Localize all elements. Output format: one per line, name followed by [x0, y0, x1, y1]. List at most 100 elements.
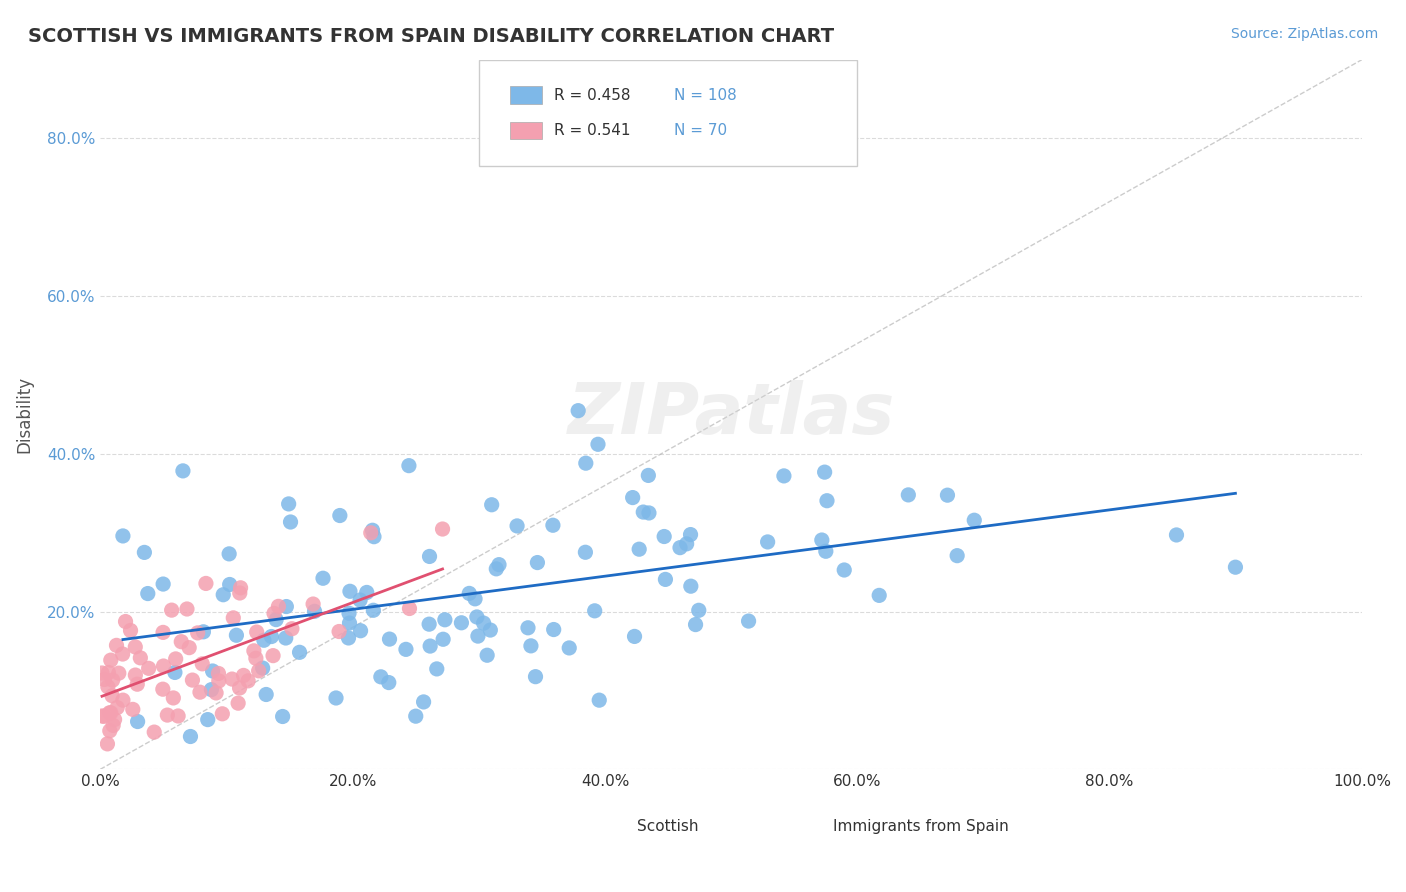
Text: SCOTTISH VS IMMIGRANTS FROM SPAIN DISABILITY CORRELATION CHART: SCOTTISH VS IMMIGRANTS FROM SPAIN DISABI…: [28, 27, 834, 45]
Point: [111, 529, 134, 543]
Point: [737, 614, 759, 628]
Point: [152, 659, 174, 673]
Point: [574, 545, 596, 559]
Point: [465, 610, 488, 624]
Point: [637, 468, 659, 483]
Point: [815, 493, 838, 508]
Point: [124, 668, 146, 682]
Point: [191, 657, 214, 671]
Point: [207, 666, 229, 681]
Point: [93, 709, 115, 723]
Point: [669, 541, 692, 555]
Point: [162, 690, 184, 705]
Point: [107, 666, 129, 681]
Point: [201, 664, 224, 678]
Point: [432, 632, 454, 647]
Point: [485, 562, 508, 576]
Point: [205, 686, 228, 700]
Point: [247, 664, 270, 678]
Point: [464, 591, 486, 606]
Point: [472, 616, 495, 631]
Point: [101, 718, 124, 732]
Point: [378, 675, 401, 690]
Point: [756, 535, 779, 549]
Point: [120, 624, 142, 638]
Point: [963, 513, 986, 527]
Point: [526, 556, 548, 570]
Text: ZIPatlas: ZIPatlas: [568, 380, 894, 449]
Point: [325, 690, 347, 705]
Point: [339, 584, 361, 599]
Point: [267, 599, 290, 614]
Point: [370, 670, 392, 684]
Point: [356, 585, 378, 599]
Point: [170, 634, 193, 648]
Point: [567, 403, 589, 417]
Point: [575, 456, 598, 470]
Point: [111, 647, 134, 661]
Point: [103, 713, 125, 727]
Point: [520, 639, 543, 653]
Point: [181, 673, 204, 687]
Point: [194, 576, 217, 591]
Point: [541, 518, 564, 533]
Point: [688, 603, 710, 617]
Point: [127, 677, 149, 691]
Point: [936, 488, 959, 502]
Point: [312, 571, 335, 585]
Point: [506, 519, 529, 533]
Point: [832, 563, 855, 577]
Point: [101, 673, 124, 687]
Point: [475, 648, 498, 663]
Point: [679, 579, 702, 593]
Point: [260, 630, 283, 644]
Point: [450, 615, 472, 630]
Point: [398, 458, 420, 473]
Point: [349, 593, 371, 607]
Point: [337, 606, 360, 620]
Point: [176, 602, 198, 616]
Point: [105, 700, 128, 714]
Y-axis label: Disability: Disability: [15, 376, 32, 453]
Point: [97, 680, 120, 694]
Point: [91, 665, 114, 680]
Point: [281, 622, 304, 636]
Point: [188, 685, 211, 699]
Point: [152, 577, 174, 591]
Point: [271, 709, 294, 723]
Point: [229, 581, 252, 595]
Point: [129, 650, 152, 665]
Point: [1166, 528, 1188, 542]
Point: [243, 644, 266, 658]
Point: [1225, 560, 1247, 574]
Point: [127, 714, 149, 729]
Point: [412, 695, 434, 709]
Point: [363, 530, 385, 544]
Point: [221, 672, 243, 686]
Point: [274, 631, 297, 645]
Point: [946, 549, 969, 563]
Point: [467, 629, 489, 643]
Point: [481, 498, 503, 512]
Point: [156, 708, 179, 723]
Point: [773, 469, 796, 483]
Point: [418, 617, 440, 632]
Point: [218, 547, 240, 561]
Point: [488, 558, 510, 572]
Point: [302, 597, 325, 611]
Point: [172, 464, 194, 478]
Point: [91, 709, 114, 723]
Point: [167, 709, 190, 723]
Point: [124, 640, 146, 654]
Point: [263, 607, 285, 621]
Text: Source: ZipAtlas.com: Source: ZipAtlas.com: [1230, 27, 1378, 41]
Point: [96, 737, 118, 751]
Point: [398, 601, 420, 615]
Point: [360, 525, 382, 540]
Point: [143, 725, 166, 739]
Point: [179, 640, 201, 655]
Point: [814, 544, 837, 558]
Point: [208, 673, 231, 688]
Point: [814, 465, 837, 479]
Point: [245, 651, 267, 665]
